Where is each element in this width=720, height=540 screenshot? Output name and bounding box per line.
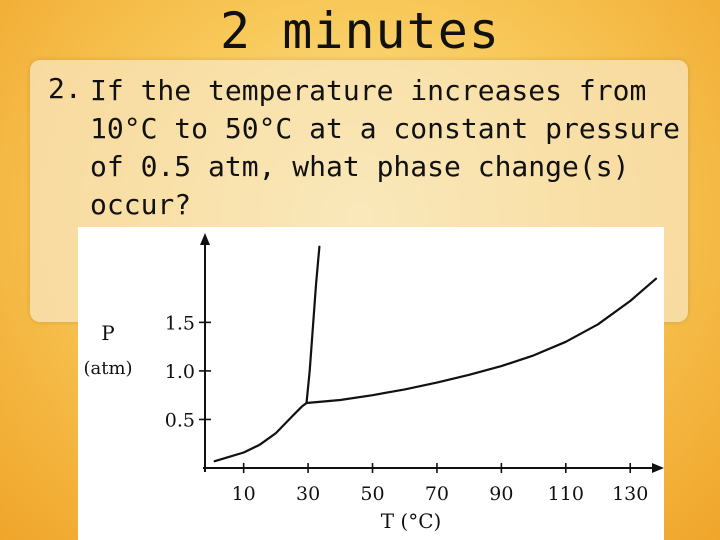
x-tick-label: 110: [548, 483, 584, 505]
x-tick-label: 50: [360, 483, 384, 505]
phase-diagram-svg: 10 30 50 70 90 110 130 0.5 1.0 1.5 P (atm) T (°C): [83, 233, 664, 533]
y-axis-arrow: [200, 233, 210, 245]
phase-boundary-line-2: [305, 245, 321, 405]
phase-diagram-chart: 10 30 50 70 90 110 130 0.5 1.0 1.5 P (atm) T (°C): [78, 227, 664, 540]
y-axis-unit: (atm): [83, 358, 132, 379]
x-axis-arrow: [652, 463, 664, 473]
question-text: If the temperature increases from 10°C t…: [90, 74, 681, 221]
x-tick-label: 30: [296, 483, 320, 505]
question-number: 2.: [48, 72, 82, 105]
x-tick-label: 90: [489, 483, 513, 505]
phase-boundary-line-1: [213, 401, 308, 463]
y-tick-label: 0.5: [165, 409, 195, 431]
y-tick-label: 1.0: [165, 361, 195, 383]
phase-boundary-line-3: [305, 277, 658, 405]
y-axis-label: P: [101, 321, 114, 345]
x-tick-label: 130: [612, 483, 648, 505]
x-tick-label: 10: [232, 483, 256, 505]
slide-title: 2 minutes: [220, 2, 500, 60]
x-tick-label: 70: [425, 483, 449, 505]
y-tick-label: 1.5: [165, 312, 195, 334]
x-axis-label: T (°C): [381, 509, 442, 533]
